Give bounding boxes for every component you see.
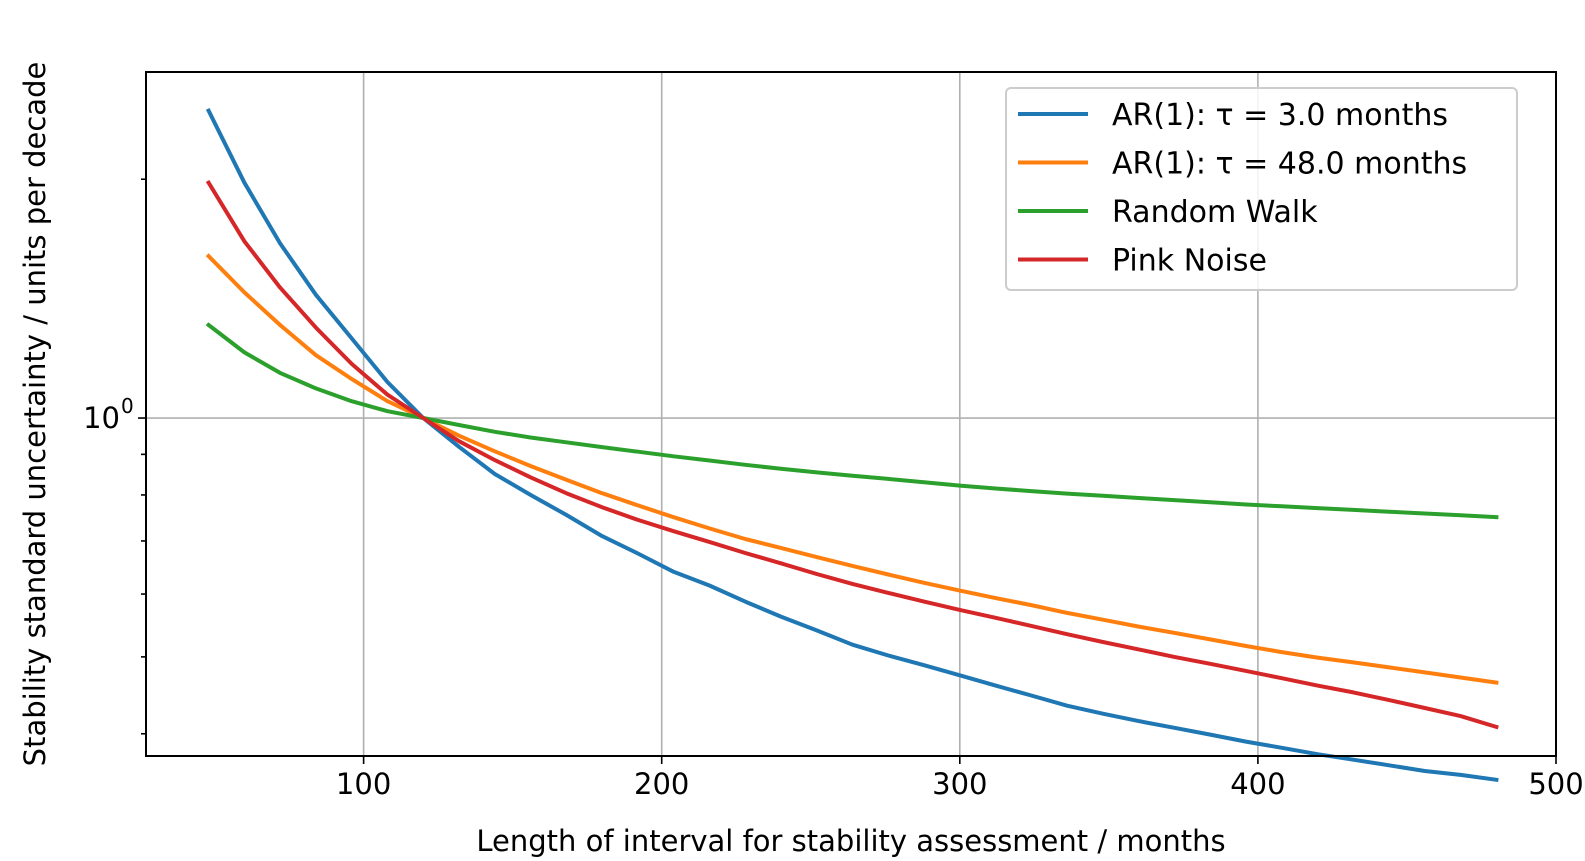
x-tick-label: 100 xyxy=(336,767,391,801)
x-tick-label: 200 xyxy=(634,767,689,801)
legend-box xyxy=(1005,87,1518,291)
x-tick-label: 400 xyxy=(1230,767,1285,801)
plot-frame xyxy=(145,71,1557,757)
x-tick-label: 300 xyxy=(932,767,987,801)
series-line-2 xyxy=(205,253,1499,685)
series-line-4 xyxy=(205,179,1499,730)
legend-entry-label: Pink Noise xyxy=(1112,244,1267,279)
x-tick-label: 500 xyxy=(1528,767,1583,801)
legend: AR(1): τ = 3.0 months AR(1): τ = 48.0 mon… xyxy=(1005,87,1518,291)
legend-entry-label: AR(1): τ = 3.0 months xyxy=(1112,98,1448,133)
y-tick-label-exponent: 0 xyxy=(121,394,134,418)
legend-entry-label: Random Walk xyxy=(1112,195,1318,230)
ticks: 100 200 300 400 500 10 0 xyxy=(83,178,1584,801)
y-axis-label: Stability standard uncertainty / units p… xyxy=(18,62,52,767)
x-axis-label: Length of interval for stability assessm… xyxy=(476,824,1225,858)
series-line-3 xyxy=(205,322,1499,520)
legend-entry-label: AR(1): τ = 48.0 months xyxy=(1112,147,1467,182)
y-tick-label: 10 xyxy=(83,401,120,435)
series-lines xyxy=(205,108,1499,783)
